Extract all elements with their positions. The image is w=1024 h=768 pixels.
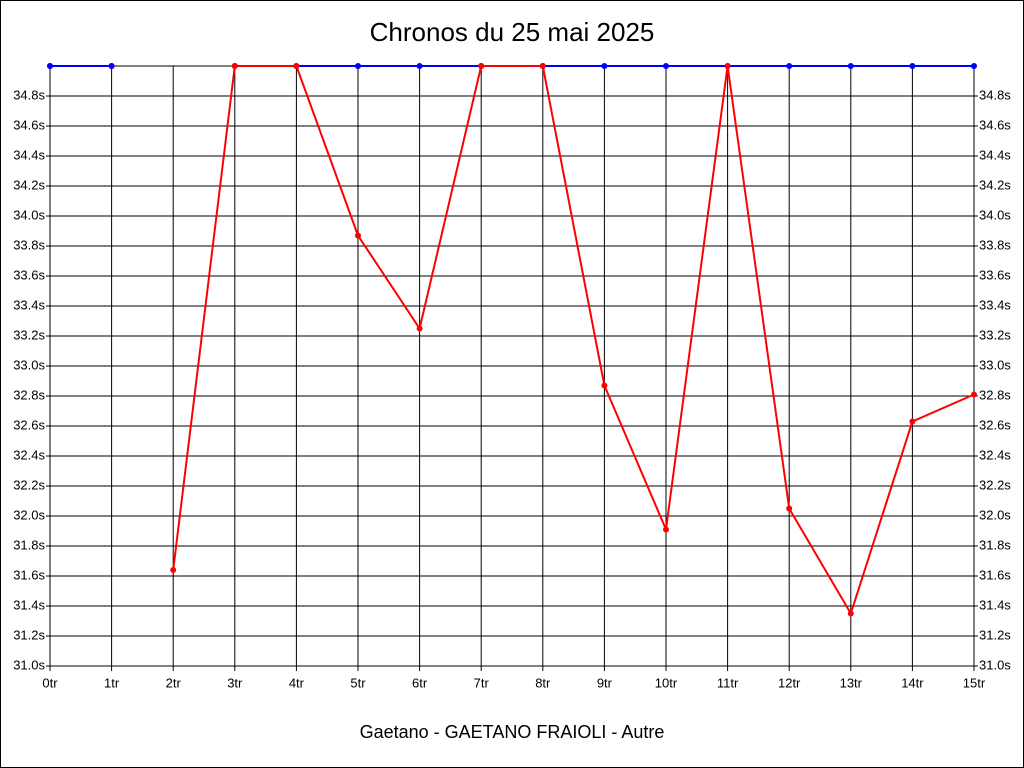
x-tick-label: 0tr xyxy=(42,675,58,690)
x-tick-label: 13tr xyxy=(840,675,863,690)
y2-tick-label: 34.6s xyxy=(979,117,1011,132)
y2-tick-label: 32.2s xyxy=(979,477,1011,492)
x-tick-label: 15tr xyxy=(963,675,986,690)
series-line xyxy=(172,65,975,616)
point xyxy=(786,63,793,69)
y-tick-label: 31.6s xyxy=(13,567,45,582)
y2-tick-label: 34.0s xyxy=(979,207,1011,222)
x-tick-label: 4tr xyxy=(289,675,305,690)
point xyxy=(539,63,546,69)
y-tick-label: 34.0s xyxy=(13,207,45,222)
y-tick-label: 33.6s xyxy=(13,267,45,282)
point xyxy=(601,382,608,389)
x-axis-label: Gaetano - GAETANO FRAIOLI - Autre xyxy=(360,722,665,742)
x-tick-label: 5tr xyxy=(350,675,366,690)
x-tick-label: 7tr xyxy=(474,675,490,690)
x-tick-label: 11tr xyxy=(717,675,739,690)
y2-tick-label: 33.8s xyxy=(979,237,1011,252)
y-tick-label: 31.4s xyxy=(13,597,45,612)
point xyxy=(355,63,361,69)
y-tick-label: 33.8s xyxy=(13,237,45,252)
y-tick-label: 33.4s xyxy=(13,297,45,312)
x-tick-label: 3tr xyxy=(227,675,243,690)
point xyxy=(847,63,854,69)
x-tick-label: 8tr xyxy=(535,675,551,690)
point xyxy=(786,505,793,512)
y-tick-label: 32.4s xyxy=(13,447,45,462)
y2-tick-label: 34.4s xyxy=(979,147,1011,162)
point xyxy=(47,63,53,69)
point xyxy=(909,418,916,425)
point xyxy=(416,63,423,69)
y2-tick-label: 34.2s xyxy=(979,177,1011,192)
x-tick-label: 14tr xyxy=(901,675,924,690)
x-tick-label: 6tr xyxy=(412,675,428,690)
y-tick-label: 32.8s xyxy=(13,387,45,402)
y2-tick-label: 31.6s xyxy=(979,567,1011,582)
y-tick-label: 31.8s xyxy=(13,537,45,552)
y-tick-label: 32.2s xyxy=(13,477,45,492)
y-tick-label: 32.6s xyxy=(13,417,45,432)
x-tick-label: 10tr xyxy=(655,675,678,690)
y-tick-label: 34.4s xyxy=(13,147,45,162)
y2-tick-label: 33.4s xyxy=(979,297,1011,312)
y-tick-label: 31.2s xyxy=(13,627,45,642)
y2-tick-label: 31.4s xyxy=(979,597,1011,612)
point xyxy=(416,325,423,332)
y-tick-label: 31.0s xyxy=(13,657,45,672)
x-tick-label: 12tr xyxy=(778,675,801,690)
y-tick-label: 32.0s xyxy=(13,507,45,522)
point xyxy=(847,610,854,617)
x-tick-label: 2tr xyxy=(166,675,182,690)
x-tick-label: 1tr xyxy=(104,675,120,690)
point xyxy=(293,63,300,69)
point xyxy=(601,63,608,69)
chart-title: Chronos du 25 mai 2025 xyxy=(370,17,655,47)
x-tick-label: 9tr xyxy=(597,675,613,690)
y2-tick-label: 32.8s xyxy=(979,387,1011,402)
y-tick-label: 34.2s xyxy=(13,177,45,192)
y2-tick-label: 33.6s xyxy=(979,267,1011,282)
point xyxy=(355,232,361,239)
y2-tick-label: 34.8s xyxy=(979,87,1011,102)
point xyxy=(724,63,731,69)
y2-tick-label: 31.2s xyxy=(979,627,1011,642)
point xyxy=(909,63,916,69)
point xyxy=(108,63,115,69)
point xyxy=(663,526,669,533)
y-tick-label: 33.0s xyxy=(13,357,45,372)
point xyxy=(971,63,977,69)
y2-tick-label: 33.0s xyxy=(979,357,1011,372)
y2-tick-label: 31.0s xyxy=(979,657,1011,672)
point xyxy=(663,63,669,69)
point xyxy=(231,63,238,69)
y2-tick-label: 32.4s xyxy=(979,447,1011,462)
point xyxy=(971,391,977,398)
y-tick-label: 33.2s xyxy=(13,327,45,342)
y2-tick-label: 32.6s xyxy=(979,417,1011,432)
y2-tick-label: 33.2s xyxy=(979,327,1011,342)
y-tick-label: 34.8s xyxy=(13,87,45,102)
y-tick-label: 34.6s xyxy=(13,117,45,132)
y2-tick-label: 31.8s xyxy=(979,537,1011,552)
y2-tick-label: 32.0s xyxy=(979,507,1011,522)
point xyxy=(170,567,177,573)
point xyxy=(478,63,485,69)
